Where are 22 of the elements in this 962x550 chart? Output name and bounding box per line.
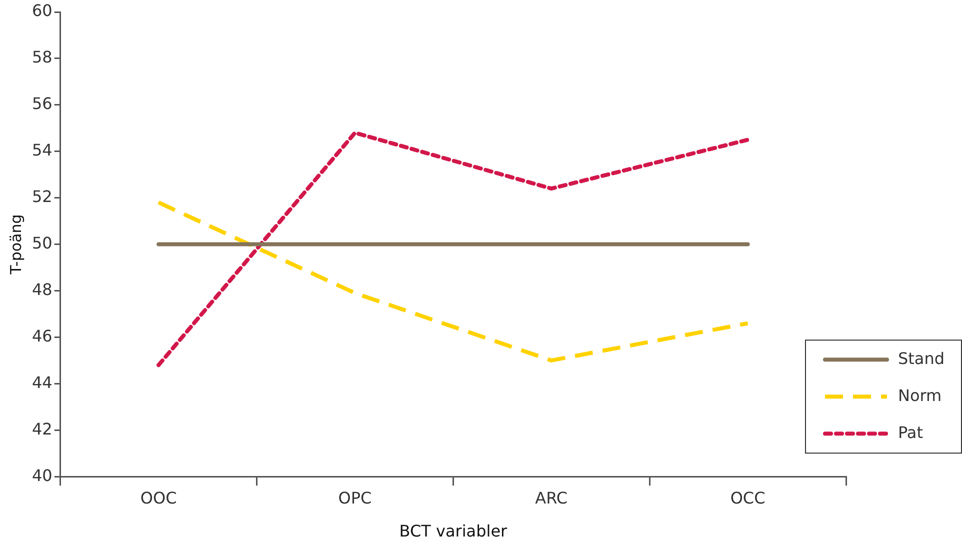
- y-tick-label: 52: [32, 186, 52, 206]
- line-series: [156, 200, 750, 362]
- y-tick-label: 60: [32, 1, 52, 20]
- line-series: [156, 130, 750, 368]
- x-tick-label: ARC: [535, 488, 568, 508]
- y-tick-label: 58: [32, 48, 52, 67]
- x-axis-title: BCT variabler: [399, 522, 508, 541]
- legend-label: Pat: [898, 422, 924, 442]
- x-tick-label: OPC: [338, 488, 372, 508]
- y-tick-label: 44: [32, 372, 52, 392]
- y-tick-label: 46: [32, 326, 52, 346]
- x-tick-label: OOC: [140, 488, 177, 508]
- legend-label: Norm: [898, 386, 942, 405]
- legend-label: Stand: [898, 348, 945, 368]
- x-tick-label: OCC: [730, 488, 766, 508]
- y-tick-label: 50: [32, 233, 52, 252]
- y-tick-label: 42: [32, 419, 52, 438]
- y-tick-label: 56: [32, 94, 52, 114]
- y-tick-label: 54: [32, 140, 52, 160]
- y-tick-label: 40: [32, 466, 52, 485]
- y-axis-title: T-poäng: [6, 214, 25, 276]
- y-tick-label: 48: [32, 280, 52, 299]
